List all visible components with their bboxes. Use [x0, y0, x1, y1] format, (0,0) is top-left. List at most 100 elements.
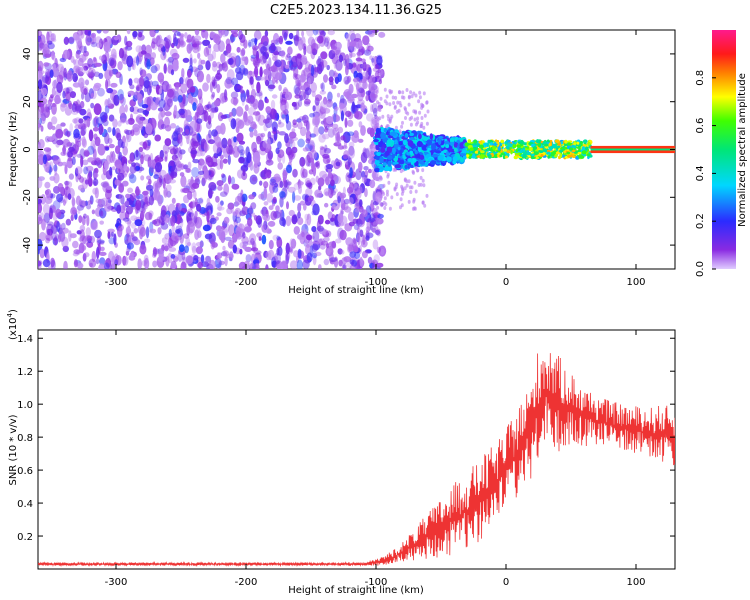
heatmap-cell [302, 147, 309, 152]
heatmap-cell [507, 143, 513, 148]
heatmap-cell [44, 196, 53, 204]
heatmap-cell [143, 87, 148, 93]
heatmap-cell [80, 30, 85, 39]
heatmap-cell [138, 31, 143, 38]
heatmap-cell [241, 67, 249, 75]
heatmap-cell [356, 232, 360, 243]
heatmap-cell [252, 47, 257, 57]
heatmap-cell [461, 150, 467, 154]
heatmap-cell [233, 219, 238, 228]
heatmap-cell [353, 76, 361, 88]
y-tick-label: 0.4 [17, 499, 33, 510]
heatmap-cell [242, 232, 246, 239]
heatmap-cell [180, 175, 187, 188]
heatmap-cell [304, 213, 310, 221]
heatmap-cell [348, 244, 354, 252]
heatmap-cell [47, 121, 53, 130]
heatmap-cell [323, 188, 331, 197]
heatmap-cell [235, 71, 244, 81]
heatmap-cell [203, 110, 209, 122]
heatmap-cell [179, 210, 185, 217]
heatmap-cell [293, 250, 300, 258]
heatmap-cell [293, 183, 301, 190]
heatmap-cell [239, 34, 246, 43]
heatmap-cell [256, 232, 263, 238]
heatmap-cell [285, 215, 292, 227]
heatmap-cell [406, 151, 410, 156]
heatmap-cell [45, 156, 53, 161]
heatmap-cell [297, 61, 303, 70]
heatmap-cell [130, 129, 135, 137]
heatmap-cell [206, 73, 211, 84]
heatmap-cell [161, 237, 168, 244]
heatmap-cell [425, 193, 429, 198]
heatmap-cell [259, 55, 267, 65]
heatmap-cell [420, 116, 424, 120]
heatmap-cell [117, 138, 123, 148]
heatmap-cell [219, 158, 224, 170]
heatmap-cell [368, 30, 376, 38]
heatmap-cell [175, 84, 180, 90]
heatmap-cell [291, 214, 298, 225]
heatmap-cell [407, 199, 411, 204]
heatmap-cell [402, 95, 406, 100]
heatmap-cell [236, 46, 241, 53]
heatmap-cell [148, 212, 153, 220]
heatmap-cell [354, 208, 363, 213]
heatmap-cell [399, 197, 403, 202]
heatmap-cell [96, 30, 102, 34]
heatmap-cell [469, 150, 472, 154]
heatmap-cell [390, 195, 394, 200]
heatmap-cell [469, 147, 474, 152]
heatmap-cell [409, 132, 414, 137]
heatmap-cell [300, 57, 308, 65]
heatmap-cell [347, 131, 355, 136]
heatmap-cell [307, 77, 311, 87]
heatmap-cell [287, 149, 296, 160]
heatmap-cell [227, 154, 231, 165]
heatmap-cell [65, 218, 72, 226]
heatmap-cell [194, 176, 200, 183]
heatmap-cell [303, 203, 307, 211]
heatmap-cell [280, 101, 287, 112]
heatmap-cell [219, 154, 224, 160]
heatmap-cell [326, 64, 331, 71]
heatmap-cell [261, 223, 266, 231]
heatmap-cell [104, 203, 112, 212]
heatmap-cell [265, 98, 269, 104]
heatmap-cell [83, 252, 90, 258]
heatmap-cell [194, 30, 200, 36]
heatmap-cell [53, 173, 60, 184]
heatmap-cell [390, 114, 394, 119]
heatmap-cell [186, 168, 192, 173]
heatmap-cell [282, 30, 288, 40]
heatmap-cell [61, 236, 69, 248]
heatmap-cell [318, 133, 326, 143]
heatmap-cell [346, 75, 352, 83]
heatmap-cell [382, 183, 386, 188]
heatmap-cell [251, 141, 257, 153]
heatmap-cell [151, 42, 158, 51]
heatmap-cell [93, 71, 101, 78]
heatmap-cell [258, 236, 262, 241]
heatmap-cell [46, 221, 54, 226]
heatmap-cell [500, 148, 503, 153]
heatmap-cell [357, 138, 364, 143]
heatmap-cell [510, 149, 513, 155]
heatmap-cell [242, 244, 247, 250]
heatmap-cell [98, 72, 104, 79]
heatmap-cell [261, 234, 267, 245]
heatmap-cell [479, 154, 485, 159]
heatmap-cell [104, 69, 112, 80]
heatmap-cell [423, 203, 427, 208]
heatmap-cell [414, 150, 418, 155]
heatmap-cell [319, 105, 324, 116]
heatmap-cell [99, 251, 107, 256]
heatmap-cell [238, 261, 247, 269]
heatmap-cell [191, 167, 200, 178]
heatmap-cell [117, 225, 123, 238]
heatmap-cell [107, 199, 112, 204]
heatmap-cell [79, 45, 87, 53]
heatmap-cell [315, 192, 320, 199]
heatmap-cell [336, 92, 341, 98]
